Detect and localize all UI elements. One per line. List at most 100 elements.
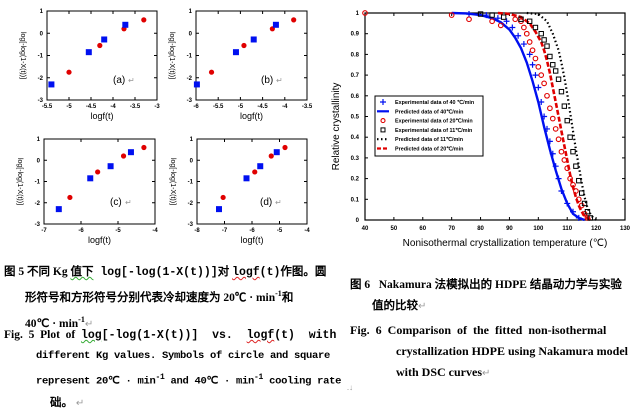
x-tick-label: 110 (562, 226, 572, 232)
data-point-circle (220, 194, 226, 201)
data-point-square (558, 88, 565, 95)
fig6-cn-line1: 图 6 Nakamura 法模拟出的 HDPE 结晶动力学与实验 (350, 279, 622, 291)
legend-entry: Predicted data of 11℃/min (377, 136, 463, 143)
data-point-circle (291, 17, 297, 23)
y-tick-label: 0.5 (351, 115, 360, 121)
data-point-circle (141, 17, 147, 23)
legend-marker-circle (380, 118, 386, 124)
data-point-square (541, 37, 547, 43)
data-point-square (489, 12, 495, 18)
legend-label: Experimental data of 40 ℃/min (395, 99, 474, 106)
data-point-plus (552, 163, 559, 170)
x-tick-label: 100 (533, 226, 544, 232)
y-tick-label: 1 (37, 137, 41, 143)
data-point-square (250, 36, 257, 43)
y-tick-label: 0.7 (351, 73, 360, 79)
figure-6-caption-en: Fig. 6 Comparison of the fitted non-isot… (350, 320, 640, 384)
data-point-plus (494, 15, 501, 22)
y-tick-label: 0 (37, 158, 41, 164)
data-point-plus (526, 51, 533, 58)
x-tick-label: 80 (477, 226, 484, 232)
x-tick-label: -8 (194, 228, 200, 234)
data-point-circle (521, 24, 527, 31)
figure-6-chart: 40 50 60 70 80 90 100 110 120 130 0 0.1 0.2 0.3 0.4 0.5… (331, 10, 631, 249)
data-point-circle (575, 196, 582, 203)
data-point-circle (529, 47, 536, 54)
data-point-square (232, 49, 239, 56)
y-tick-label: -2 (35, 201, 41, 207)
data-point-circle (573, 188, 579, 194)
data-point-circle (541, 80, 547, 87)
y-axis-label: log[-log(1-X(t))] (168, 32, 175, 79)
data-point-circle (544, 92, 550, 99)
legend-label: Predicted data of 40℃/min (395, 108, 463, 115)
y-tick-label: 0.9 (351, 32, 360, 38)
data-point-square (561, 103, 568, 109)
data-point-circle (268, 153, 274, 159)
legend-label: Experimental data of 20℃/min (395, 118, 473, 125)
y-axis-label: log[-log(1-X(t))] (19, 32, 26, 79)
plot-frame (196, 138, 308, 225)
x-tick-label: 40 (362, 226, 369, 232)
data-point-circle (141, 144, 147, 151)
x-tick-label: -3.5 (130, 104, 141, 110)
data-point-plus (555, 175, 562, 182)
plot-frame (195, 10, 308, 101)
data-point-circle (584, 215, 591, 221)
data-point-plus (538, 99, 545, 106)
y-tick-label: 0.1 (351, 197, 360, 203)
data-point-square (193, 81, 200, 88)
crystallinity-plot: 40 50 60 70 80 90 100 110 120 130 0 0.1 0.2 0.3 0.4 0.5… (331, 10, 631, 249)
return-mark: ↵ (128, 76, 135, 85)
data-point-circle (523, 30, 530, 37)
x-axis-label: logf(t) (240, 235, 263, 245)
data-point-plus (532, 72, 539, 79)
data-point-circle (67, 194, 73, 201)
y-tick-label: -3 (38, 98, 44, 104)
data-point-circle (512, 16, 519, 23)
x-axis-label: logf(t) (88, 235, 111, 245)
data-point-plus (564, 200, 571, 207)
data-point-square (584, 209, 591, 215)
legend-label: Predicted data of 11℃/min (395, 136, 463, 143)
y-axis-label: log[-log(1-X(t))] (169, 158, 176, 205)
data-point-square (573, 163, 579, 169)
return-mark: ↵ (125, 198, 132, 207)
x-tick-label: -5 (66, 104, 72, 110)
data-point-circle (570, 181, 576, 188)
x-tick-label: -3 (154, 104, 160, 110)
legend-entry: Predicted data of 20℃/min (377, 146, 463, 153)
legend-entry: Experimental data of 20℃/min (380, 118, 473, 125)
data-point-circle (526, 39, 533, 45)
x-tick-label: -7 (222, 228, 228, 234)
data-point-circle (448, 12, 455, 18)
y-axis-label: Relative crystallinity (331, 83, 342, 171)
data-point-square (576, 177, 582, 184)
data-point-circle (538, 72, 545, 78)
x-tick-label: 120 (591, 226, 602, 232)
x-axis-label: Nonisothermal crystallization temperatur… (403, 238, 608, 249)
legend-marker-square (380, 127, 386, 133)
y-tick-label: -1 (35, 180, 41, 186)
x-tick-label: -4 (152, 228, 158, 234)
x-tick-label: -4 (110, 104, 116, 110)
legend-entry: Predicted data of 40℃/min (377, 108, 463, 115)
data-point-square (216, 206, 222, 213)
y-tick-label: -2 (187, 76, 193, 82)
y-tick-label: 0 (40, 31, 44, 37)
data-point-plus (483, 12, 490, 19)
y-tick-label: 1 (356, 11, 360, 17)
legend-label: Predicted data of 20℃/min (395, 146, 463, 153)
figure-5-caption-cn: 图 5 不同 Kg 值下 log[-log(1-X(t))]对 logf(t)作… (4, 262, 326, 335)
x-tick-label: -4 (304, 228, 310, 234)
data-point-circle (489, 18, 495, 25)
fig5-en-line4: 础。 ↵ (50, 396, 85, 409)
legend-label: Experimental data of 11℃/min (395, 127, 472, 134)
x-tick-label: 90 (506, 226, 513, 232)
panel-label: (a) (113, 75, 125, 86)
data-point-square (518, 16, 524, 22)
fig5-en-line1: Fig. 5 Plot of log[-log(1-X(t))] vs. log… (4, 329, 337, 342)
data-point-plus (529, 61, 536, 68)
data-point-square (552, 68, 559, 74)
data-point-circle (567, 175, 573, 182)
